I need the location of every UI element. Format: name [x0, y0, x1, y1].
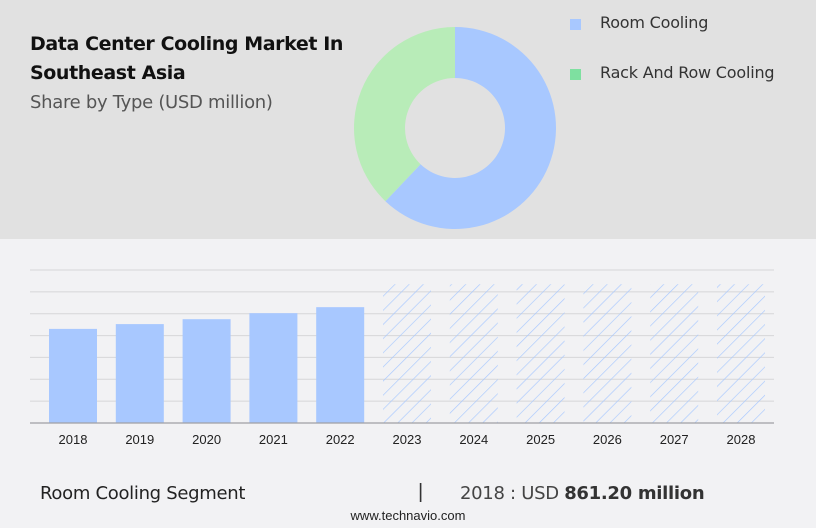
footer-separator: | [418, 481, 424, 503]
segment-value-prefix: 2018 : USD [460, 483, 559, 504]
x-axis-label: 2028 [726, 432, 756, 447]
bar-chart [30, 269, 774, 424]
x-axis-label: 2026 [592, 432, 622, 447]
donut-slice-room-cooling [385, 27, 556, 229]
bar-2019 [115, 324, 164, 423]
legend-label: Room Cooling [600, 13, 709, 32]
bar-2018 [49, 328, 97, 423]
segment-label: Room Cooling Segment [40, 483, 246, 504]
legend-swatch-rack-row-cooling [570, 69, 581, 80]
segment-value-amount: 861.20 million [564, 483, 705, 504]
x-axis-label: 2021 [258, 432, 288, 447]
forecast-bar-2024 [449, 284, 498, 423]
legend-swatch-room-cooling [570, 19, 581, 30]
x-axis-label: 2020 [192, 432, 222, 447]
x-axis-label: 2018 [58, 432, 88, 447]
x-axis-label: 2025 [526, 432, 556, 447]
chart-title: Data Center Cooling Market In Southeast … [30, 33, 344, 84]
segment-value: 2018 : USD 861.20 million [460, 483, 705, 504]
donut-chart [354, 27, 556, 229]
source-url: www.technavio.com [350, 508, 466, 523]
x-axis-label: 2027 [659, 432, 689, 447]
bar-2022 [316, 307, 365, 423]
donut-slice-rack-and-row-cooling [354, 27, 455, 202]
bar-2020 [182, 319, 231, 423]
x-axis-label: 2024 [459, 432, 489, 447]
forecast-bar-2025 [516, 284, 565, 423]
x-axis-label: 2022 [325, 432, 355, 447]
forecast-bar-2023 [383, 284, 431, 423]
x-axis-label: 2019 [125, 432, 155, 447]
chart-subtitle: Share by Type (USD million) [30, 92, 273, 113]
legend-label: Rack And Row Cooling [600, 63, 775, 82]
x-axis-label: 2023 [392, 432, 422, 447]
forecast-bar-2027 [650, 284, 699, 423]
forecast-bar-2028 [717, 284, 765, 423]
bar-2021 [249, 313, 298, 423]
forecast-bar-2026 [583, 284, 632, 423]
